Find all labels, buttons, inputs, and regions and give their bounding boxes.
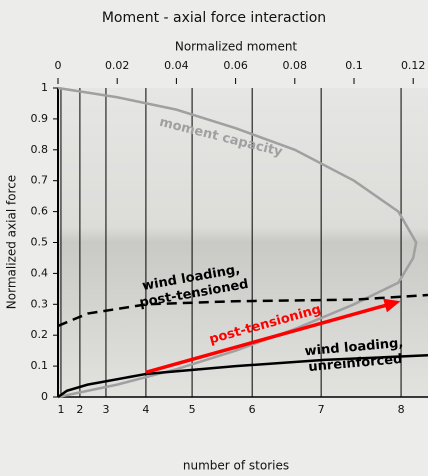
y-tick-label: 0.2 <box>31 328 49 341</box>
x2-tick-label: 7 <box>318 403 325 416</box>
y-axis-label: Normalized axial force <box>5 175 19 309</box>
y-tick-label: 0 <box>41 390 48 403</box>
x-tick-label: 0.08 <box>283 59 308 72</box>
x-tick-label: 0.1 <box>345 59 363 72</box>
x2-tick-label: 8 <box>398 403 405 416</box>
x-tick-label: 0.06 <box>223 59 248 72</box>
x-tick-label: 0.02 <box>105 59 130 72</box>
y-tick-label: 0.8 <box>31 143 49 156</box>
y-tick-label: 0.5 <box>31 236 49 249</box>
x-tick-label: 0 <box>55 59 62 72</box>
y-tick-label: 0.3 <box>31 297 49 310</box>
x2-tick-label: 6 <box>249 403 256 416</box>
x2-tick-label: 3 <box>102 403 109 416</box>
x-tick-label: 0.04 <box>164 59 189 72</box>
y-tick-label: 1 <box>41 81 48 94</box>
y-tick-label: 0.1 <box>31 359 49 372</box>
x-axis-label: Normalized moment <box>175 40 298 54</box>
x2-tick-label: 1 <box>57 403 64 416</box>
chart: Moment - axial force interaction Normali… <box>0 0 428 476</box>
y-tick-label: 0.7 <box>31 174 49 187</box>
x2-tick-label: 5 <box>189 403 196 416</box>
x2-tick-label: 4 <box>142 403 149 416</box>
y-tick-label: 0.9 <box>31 112 49 125</box>
y-tick-label: 0.6 <box>31 205 49 218</box>
x-tick-label: 0.12 <box>401 59 426 72</box>
chart-title: Moment - axial force interaction <box>102 10 326 26</box>
y-tick-label: 0.4 <box>31 266 49 279</box>
x2-axis-label: number of stories <box>183 459 289 473</box>
x2-tick-label: 2 <box>76 403 83 416</box>
